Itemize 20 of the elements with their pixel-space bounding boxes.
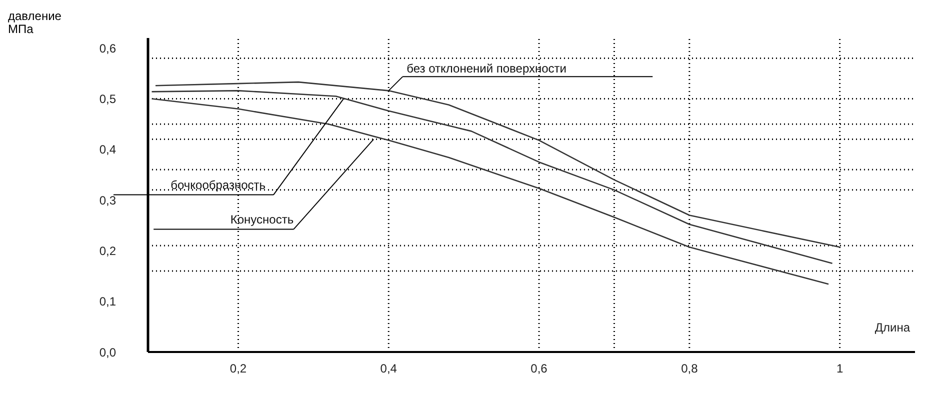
x-tick-label: 0,2 [230, 362, 247, 376]
annotation: Конусность [230, 212, 294, 226]
y-tick-label: 0,0 [99, 345, 116, 360]
y-tick-label: 0,3 [99, 193, 116, 208]
x-tick-label: 1 [836, 362, 844, 376]
x-axis-title: Длина [874, 320, 910, 335]
y-tick-label: 0,5 [99, 92, 116, 106]
line-series [151, 90, 833, 264]
y-tick-label: 0,4 [99, 142, 116, 157]
x-tick-label: 0,6 [530, 362, 548, 376]
annotation: бочкообразность [170, 178, 266, 192]
x-tick-label: 0,4 [380, 362, 398, 376]
y-tick-label: 0,2 [99, 244, 116, 258]
y-tick-label: 0,6 [99, 41, 116, 56]
x-tick-label: 0,8 [681, 362, 698, 376]
line-series [154, 81, 840, 248]
y-axis-title: давление МПа [8, 9, 62, 36]
line-series [151, 98, 830, 285]
annotation: без отклонений поверхности [406, 62, 567, 76]
y-tick-label: 0,1 [99, 294, 116, 309]
